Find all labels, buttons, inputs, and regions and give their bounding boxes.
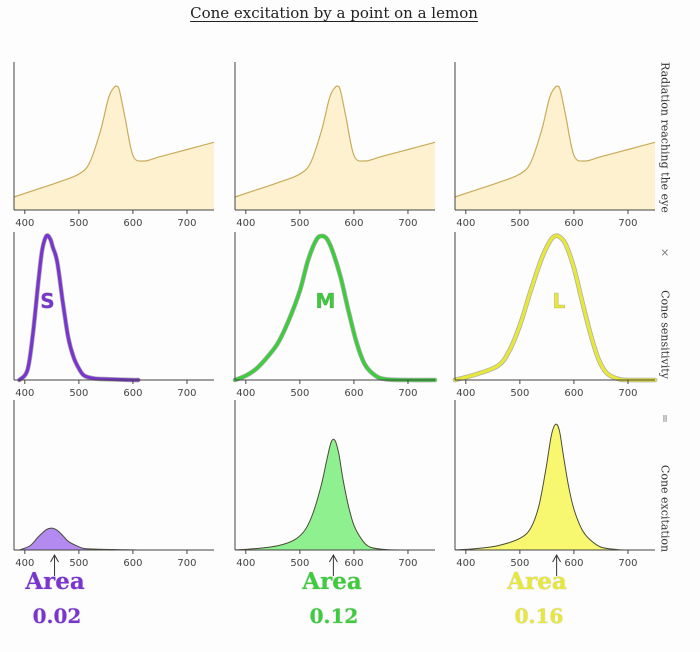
x-tick-label-radiation-s-600: 600 (123, 218, 142, 229)
row-label-sensitivity: Cone sensitivity (658, 290, 672, 379)
sensitivity-line-m (233, 234, 437, 382)
x-tick-label-sensitivity-s-400: 400 (15, 388, 34, 399)
x-tick-label-radiation-s-500: 500 (69, 218, 88, 229)
x-tick-label-excitation-l-700: 700 (618, 558, 637, 569)
x-tick-label-radiation-s-700: 700 (177, 218, 196, 229)
area-arrowhead-s (50, 553, 59, 563)
sensitivity-line-l (453, 234, 657, 382)
x-tick-label-sensitivity-l-400: 400 (456, 388, 475, 399)
radiation-area-l (455, 85, 655, 210)
radiation-line-l (454, 85, 656, 198)
x-tick-label-excitation-s-600: 600 (123, 558, 142, 569)
radiation-area-m (235, 85, 435, 210)
excitation-line-m (234, 438, 436, 551)
excitation-area-s (19, 528, 139, 550)
x-tick-label-excitation-s-400: 400 (15, 558, 34, 569)
area-value-s: 0.02 (32, 604, 82, 628)
x-tick-label-excitation-m-500: 500 (290, 558, 309, 569)
x-tick-label-sensitivity-s-500: 500 (69, 388, 88, 399)
x-tick-label-excitation-s-500: 500 (69, 558, 88, 569)
x-tick-label-radiation-l-500: 500 (510, 218, 529, 229)
row-label-radiation: Radiation reaching the eye (658, 62, 672, 213)
x-tick-label-radiation-l-700: 700 (618, 218, 637, 229)
x-tick-label-sensitivity-m-700: 700 (398, 388, 417, 399)
chart-title: Cone excitation by a point on a lemon (190, 4, 478, 22)
excitation-line-s (19, 527, 139, 551)
x-tick-label-radiation-m-700: 700 (398, 218, 417, 229)
x-tick-label-radiation-s-400: 400 (15, 218, 34, 229)
area-value-l: 0.16 (514, 604, 564, 628)
x-tick-label-radiation-m-400: 400 (236, 218, 255, 229)
x-tick-label-excitation-l-400: 400 (456, 558, 475, 569)
x-tick-label-sensitivity-m-500: 500 (290, 388, 309, 399)
x-tick-label-sensitivity-l-500: 500 (510, 388, 529, 399)
x-tick-label-radiation-m-600: 600 (344, 218, 363, 229)
x-tick-label-radiation-l-400: 400 (456, 218, 475, 229)
x-tick-label-sensitivity-l-600: 600 (564, 388, 583, 399)
x-tick-label-excitation-m-400: 400 (236, 558, 255, 569)
row-label-excitation: Cone excitation (658, 464, 672, 553)
area-label-l: Area (507, 568, 567, 595)
cone-letter-m: M (316, 289, 336, 313)
x-tick-label-excitation-m-600: 600 (344, 558, 363, 569)
radiation-area-s (14, 85, 214, 210)
area-label-s: Area (25, 568, 85, 595)
sensitivity-line-s (17, 233, 140, 382)
x-tick-label-excitation-s-700: 700 (177, 558, 196, 569)
area-value-m: 0.12 (309, 604, 359, 628)
x-tick-label-sensitivity-l-700: 700 (618, 388, 637, 399)
area-arrowhead-l (552, 553, 562, 563)
area-arrowhead-m (328, 553, 338, 563)
x-tick-label-sensitivity-s-700: 700 (177, 388, 196, 399)
x-tick-label-radiation-l-600: 600 (564, 218, 583, 229)
x-tick-label-excitation-l-500: 500 (510, 558, 529, 569)
cone-letter-l: L (553, 289, 566, 313)
x-tick-label-excitation-l-600: 600 (564, 558, 583, 569)
radiation-line-m (234, 85, 436, 198)
excitation-area-m (235, 439, 435, 551)
excitation-area-l (455, 424, 655, 551)
excitation-line-l (454, 423, 656, 551)
x-tick-label-radiation-m-500: 500 (290, 218, 309, 229)
x-tick-label-excitation-m-700: 700 (398, 558, 417, 569)
cone-letter-s: S (40, 289, 54, 313)
x-tick-label-sensitivity-m-600: 600 (344, 388, 363, 399)
area-label-m: Area (302, 568, 362, 595)
x-tick-label-sensitivity-s-600: 600 (123, 388, 142, 399)
radiation-line-s (13, 85, 215, 198)
x-tick-label-sensitivity-m-400: 400 (236, 388, 255, 399)
